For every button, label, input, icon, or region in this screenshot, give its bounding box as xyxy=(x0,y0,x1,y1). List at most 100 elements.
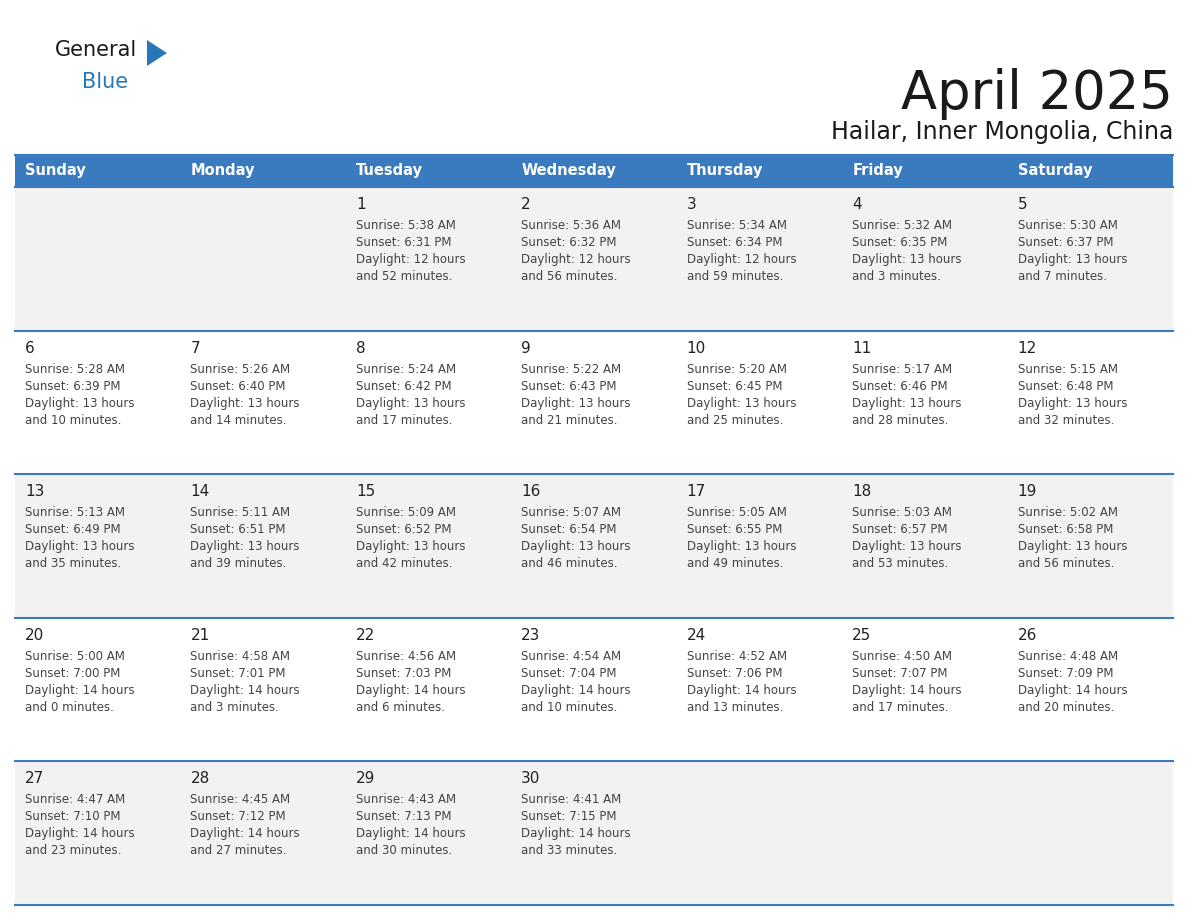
Text: Sunset: 6:51 PM: Sunset: 6:51 PM xyxy=(190,523,286,536)
Text: Sunrise: 5:22 AM: Sunrise: 5:22 AM xyxy=(522,363,621,375)
Text: Daylight: 13 hours: Daylight: 13 hours xyxy=(852,397,961,409)
Text: 30: 30 xyxy=(522,771,541,787)
Text: 8: 8 xyxy=(356,341,366,355)
Text: Sunrise: 5:09 AM: Sunrise: 5:09 AM xyxy=(356,506,456,520)
Text: Daylight: 14 hours: Daylight: 14 hours xyxy=(356,684,466,697)
Bar xyxy=(15,475,1173,618)
Text: and 42 minutes.: and 42 minutes. xyxy=(356,557,453,570)
Text: Sunset: 6:55 PM: Sunset: 6:55 PM xyxy=(687,523,782,536)
Text: and 32 minutes.: and 32 minutes. xyxy=(1018,414,1114,427)
Text: Sunset: 6:45 PM: Sunset: 6:45 PM xyxy=(687,380,782,393)
Text: 20: 20 xyxy=(25,628,44,643)
Text: and 13 minutes.: and 13 minutes. xyxy=(687,700,783,714)
Text: Sunset: 6:54 PM: Sunset: 6:54 PM xyxy=(522,523,617,536)
Text: Sunrise: 5:05 AM: Sunrise: 5:05 AM xyxy=(687,506,786,520)
Text: Sunrise: 5:17 AM: Sunrise: 5:17 AM xyxy=(852,363,953,375)
Text: Daylight: 13 hours: Daylight: 13 hours xyxy=(852,253,961,266)
Text: and 49 minutes.: and 49 minutes. xyxy=(687,557,783,570)
Text: Sunrise: 5:07 AM: Sunrise: 5:07 AM xyxy=(522,506,621,520)
Text: Daylight: 14 hours: Daylight: 14 hours xyxy=(25,827,134,840)
Text: Sunset: 6:39 PM: Sunset: 6:39 PM xyxy=(25,380,120,393)
Text: Sunrise: 4:47 AM: Sunrise: 4:47 AM xyxy=(25,793,125,806)
Text: Sunrise: 4:41 AM: Sunrise: 4:41 AM xyxy=(522,793,621,806)
Text: and 7 minutes.: and 7 minutes. xyxy=(1018,270,1106,283)
Text: Tuesday: Tuesday xyxy=(356,163,423,178)
Text: Daylight: 13 hours: Daylight: 13 hours xyxy=(522,540,631,554)
Text: and 28 minutes.: and 28 minutes. xyxy=(852,414,948,427)
Text: Sunrise: 5:26 AM: Sunrise: 5:26 AM xyxy=(190,363,291,375)
Text: Sunset: 7:06 PM: Sunset: 7:06 PM xyxy=(687,666,782,680)
Text: Sunset: 7:07 PM: Sunset: 7:07 PM xyxy=(852,666,948,680)
Text: Sunset: 7:15 PM: Sunset: 7:15 PM xyxy=(522,811,617,823)
Text: Sunset: 6:31 PM: Sunset: 6:31 PM xyxy=(356,236,451,249)
Text: 5: 5 xyxy=(1018,197,1028,212)
Text: and 10 minutes.: and 10 minutes. xyxy=(522,700,618,714)
Text: 22: 22 xyxy=(356,628,375,643)
Text: 13: 13 xyxy=(25,484,44,499)
Text: Daylight: 14 hours: Daylight: 14 hours xyxy=(522,684,631,697)
Text: and 23 minutes.: and 23 minutes. xyxy=(25,845,121,857)
Text: Daylight: 13 hours: Daylight: 13 hours xyxy=(852,540,961,554)
Text: Sunset: 7:03 PM: Sunset: 7:03 PM xyxy=(356,666,451,680)
Text: and 59 minutes.: and 59 minutes. xyxy=(687,270,783,283)
Text: Sunrise: 5:36 AM: Sunrise: 5:36 AM xyxy=(522,219,621,232)
Text: and 25 minutes.: and 25 minutes. xyxy=(687,414,783,427)
Text: Sunset: 6:48 PM: Sunset: 6:48 PM xyxy=(1018,380,1113,393)
Text: Sunset: 6:42 PM: Sunset: 6:42 PM xyxy=(356,380,451,393)
Text: Sunset: 6:43 PM: Sunset: 6:43 PM xyxy=(522,380,617,393)
Text: Daylight: 13 hours: Daylight: 13 hours xyxy=(1018,540,1127,554)
Text: Sunset: 6:37 PM: Sunset: 6:37 PM xyxy=(1018,236,1113,249)
Text: Sunday: Sunday xyxy=(25,163,86,178)
Text: and 10 minutes.: and 10 minutes. xyxy=(25,414,121,427)
Text: 4: 4 xyxy=(852,197,861,212)
Text: Daylight: 12 hours: Daylight: 12 hours xyxy=(356,253,466,266)
Text: Sunset: 7:09 PM: Sunset: 7:09 PM xyxy=(1018,666,1113,680)
Text: April 2025: April 2025 xyxy=(902,68,1173,120)
Text: 29: 29 xyxy=(356,771,375,787)
Text: and 56 minutes.: and 56 minutes. xyxy=(1018,557,1114,570)
Text: 2: 2 xyxy=(522,197,531,212)
Text: 26: 26 xyxy=(1018,628,1037,643)
Text: 16: 16 xyxy=(522,484,541,499)
Text: 24: 24 xyxy=(687,628,706,643)
Text: 11: 11 xyxy=(852,341,871,355)
Text: Sunrise: 4:54 AM: Sunrise: 4:54 AM xyxy=(522,650,621,663)
Text: 28: 28 xyxy=(190,771,209,787)
Text: Daylight: 14 hours: Daylight: 14 hours xyxy=(356,827,466,840)
Text: Daylight: 13 hours: Daylight: 13 hours xyxy=(356,397,466,409)
Text: Sunset: 6:32 PM: Sunset: 6:32 PM xyxy=(522,236,617,249)
Text: and 3 minutes.: and 3 minutes. xyxy=(190,700,279,714)
Text: Sunset: 6:46 PM: Sunset: 6:46 PM xyxy=(852,380,948,393)
Text: Sunrise: 4:56 AM: Sunrise: 4:56 AM xyxy=(356,650,456,663)
Text: 15: 15 xyxy=(356,484,375,499)
Text: Sunset: 6:40 PM: Sunset: 6:40 PM xyxy=(190,380,286,393)
Text: Sunset: 7:00 PM: Sunset: 7:00 PM xyxy=(25,666,120,680)
Text: and 35 minutes.: and 35 minutes. xyxy=(25,557,121,570)
Text: Daylight: 13 hours: Daylight: 13 hours xyxy=(25,397,134,409)
Text: Sunset: 6:35 PM: Sunset: 6:35 PM xyxy=(852,236,948,249)
Text: and 3 minutes.: and 3 minutes. xyxy=(852,270,941,283)
Text: Daylight: 13 hours: Daylight: 13 hours xyxy=(522,397,631,409)
Text: and 56 minutes.: and 56 minutes. xyxy=(522,270,618,283)
Text: Sunset: 7:10 PM: Sunset: 7:10 PM xyxy=(25,811,120,823)
Text: Sunset: 6:57 PM: Sunset: 6:57 PM xyxy=(852,523,948,536)
Text: Daylight: 13 hours: Daylight: 13 hours xyxy=(1018,397,1127,409)
Text: and 46 minutes.: and 46 minutes. xyxy=(522,557,618,570)
Text: Sunrise: 5:03 AM: Sunrise: 5:03 AM xyxy=(852,506,952,520)
Text: Sunset: 6:58 PM: Sunset: 6:58 PM xyxy=(1018,523,1113,536)
Text: Thursday: Thursday xyxy=(687,163,763,178)
Text: 9: 9 xyxy=(522,341,531,355)
Text: Sunrise: 5:34 AM: Sunrise: 5:34 AM xyxy=(687,219,786,232)
Text: Daylight: 13 hours: Daylight: 13 hours xyxy=(356,540,466,554)
Bar xyxy=(15,761,1173,905)
Text: Daylight: 13 hours: Daylight: 13 hours xyxy=(1018,253,1127,266)
Text: Daylight: 12 hours: Daylight: 12 hours xyxy=(687,253,796,266)
Text: Daylight: 14 hours: Daylight: 14 hours xyxy=(25,684,134,697)
Text: Daylight: 13 hours: Daylight: 13 hours xyxy=(190,540,299,554)
Text: Sunrise: 5:15 AM: Sunrise: 5:15 AM xyxy=(1018,363,1118,375)
Bar xyxy=(15,155,1173,187)
Text: Sunrise: 5:28 AM: Sunrise: 5:28 AM xyxy=(25,363,125,375)
Text: Daylight: 13 hours: Daylight: 13 hours xyxy=(687,397,796,409)
Text: Sunrise: 5:11 AM: Sunrise: 5:11 AM xyxy=(190,506,291,520)
Text: 19: 19 xyxy=(1018,484,1037,499)
